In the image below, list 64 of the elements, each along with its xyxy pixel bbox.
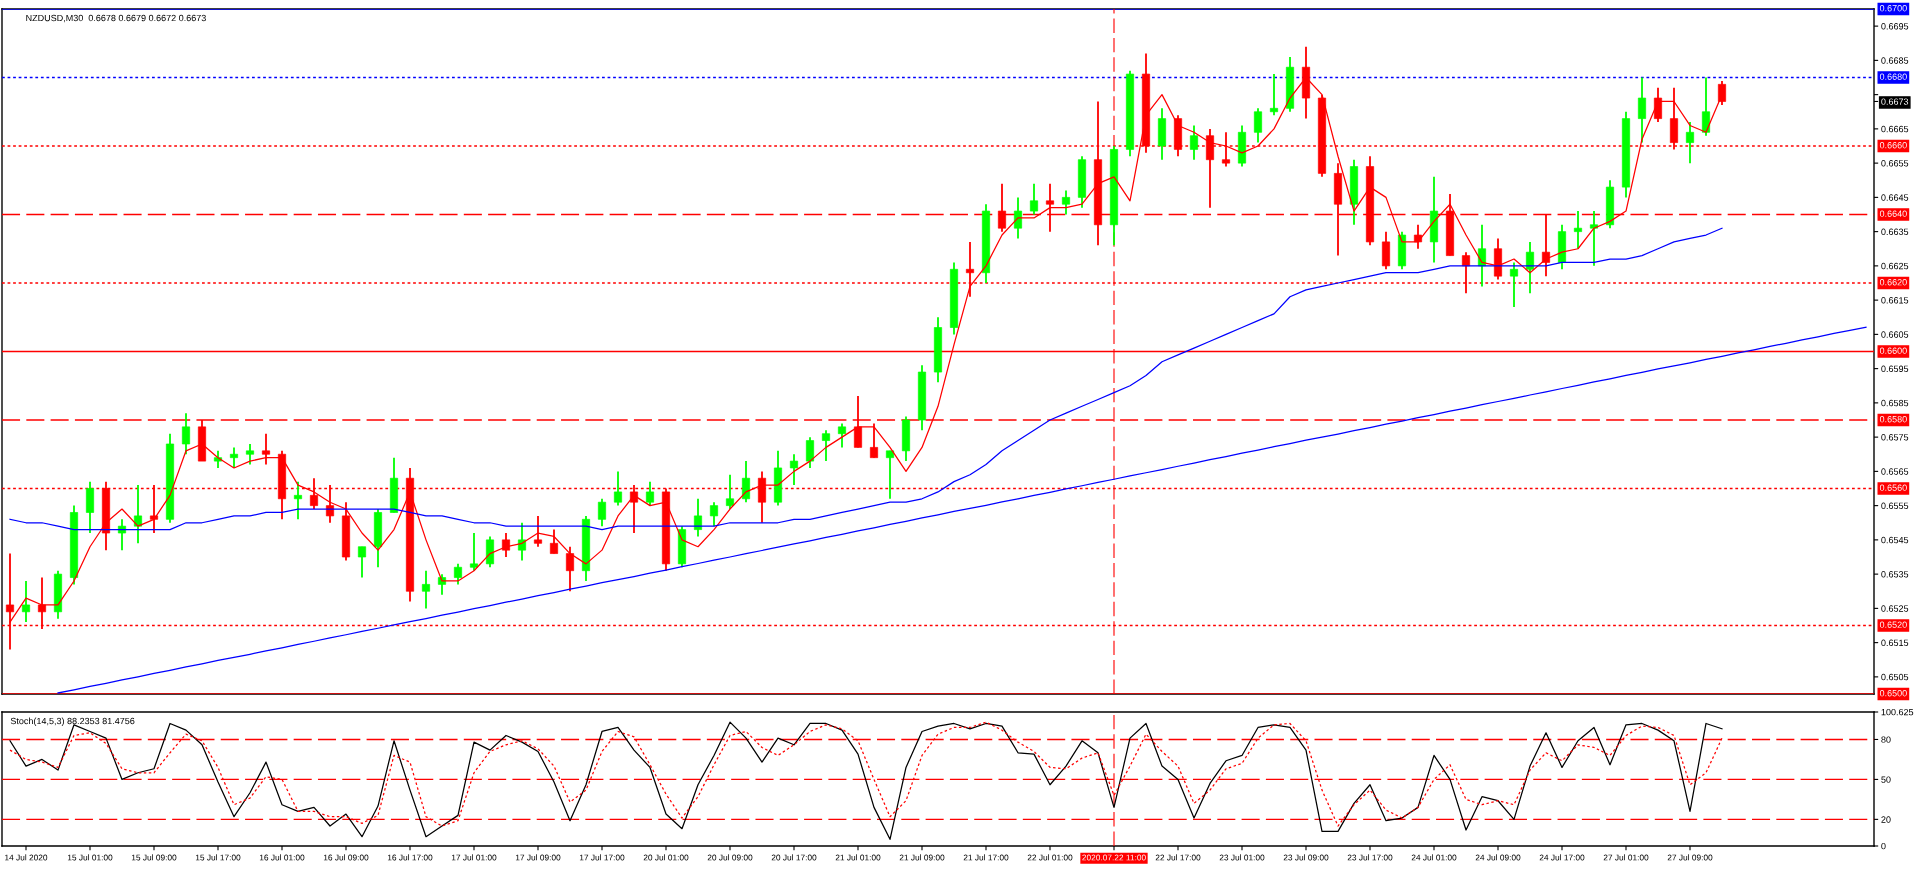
x-tick-label: 15 Jul 09:00 [131, 854, 177, 861]
y-tick-label: 0.6525 [1881, 605, 1909, 612]
ref-line-label: 0.6700 [1879, 5, 1907, 12]
x-tick-label: 27 Jul 09:00 [1667, 854, 1713, 861]
y-tick-label: 0.6645 [1881, 194, 1909, 201]
y-tick-label: 0.6555 [1881, 502, 1909, 509]
y-tick-label: 100.625 [1881, 708, 1914, 716]
x-tick-label: 23 Jul 17:00 [1347, 854, 1393, 861]
y-tick-label: 0.6535 [1881, 571, 1909, 578]
x-tick-label: 20 Jul 01:00 [643, 854, 689, 861]
x-tick-label: 16 Jul 01:00 [259, 854, 305, 861]
x-tick-label: 22 Jul 01:00 [1027, 854, 1073, 861]
y-tick-label: 0.6655 [1881, 160, 1909, 167]
x-tick-label: 14 Jul 2020 [5, 854, 48, 861]
x-tick-label: 24 Jul 17:00 [1539, 854, 1585, 861]
x-tick-label: 21 Jul 09:00 [899, 854, 945, 861]
ref-line-label: 0.6580 [1879, 416, 1907, 423]
y-tick-label: 0 [1881, 842, 1886, 850]
x-tick-label: 2020.07.22 11:00 [1082, 854, 1146, 861]
y-tick-label: 0.6595 [1881, 365, 1909, 372]
y-tick-label: 0.6585 [1881, 399, 1909, 407]
y-tick-label: 20 [1881, 816, 1891, 823]
y-tick-label: 0.6515 [1881, 639, 1909, 646]
x-tick-label: 20 Jul 17:00 [771, 854, 817, 861]
ref-line-label: 0.6500 [1879, 690, 1907, 697]
y-tick-label: 0.6635 [1881, 228, 1909, 235]
y-tick-label: 0.6575 [1881, 434, 1909, 441]
x-tick-label: 17 Jul 01:00 [451, 854, 497, 861]
x-tick-label: 22 Jul 17:00 [1155, 854, 1201, 861]
y-tick-label: 0.6625 [1881, 262, 1909, 270]
x-tick-label: 27 Jul 01:00 [1603, 854, 1649, 861]
ref-line-label: 0.6660 [1879, 142, 1907, 149]
y-tick-label: 0.6665 [1881, 125, 1909, 133]
x-tick-label: 17 Jul 09:00 [515, 854, 561, 861]
x-tick-label: 15 Jul 01:00 [67, 854, 113, 861]
y-tick-label: 0.6545 [1881, 536, 1909, 544]
ref-line-label: 0.6680 [1879, 73, 1907, 80]
ref-line-label: 0.6560 [1879, 484, 1907, 491]
x-tick-label: 24 Jul 01:00 [1411, 854, 1457, 861]
x-tick-label: 21 Jul 01:00 [835, 854, 881, 861]
x-tick-label: 23 Jul 01:00 [1219, 854, 1265, 861]
text: Stoch(14,5,3) 88.2353 81.4756 [10, 717, 135, 726]
y-tick-label: 0.6695 [1881, 23, 1909, 30]
text: NZDUSD,M30 0.6678 0.6679 0.6672 0.6673 [26, 14, 206, 23]
x-tick-label: 17 Jul 17:00 [579, 854, 625, 861]
x-tick-label: 16 Jul 09:00 [323, 854, 369, 861]
y-tick-label: 0.6605 [1881, 331, 1909, 338]
y-tick-label: 0.6685 [1881, 57, 1909, 64]
y-tick-label: 50 [1881, 776, 1891, 783]
x-tick-label: 24 Jul 09:00 [1475, 854, 1521, 861]
y-tick-label: 0.6505 [1881, 673, 1909, 681]
x-tick-label: 23 Jul 09:00 [1283, 854, 1329, 861]
x-tick-label: 21 Jul 17:00 [963, 854, 1009, 861]
y-tick-label: 0.6565 [1881, 468, 1909, 475]
ref-line-label: 0.6620 [1879, 279, 1907, 286]
ref-line-label: 0.6520 [1879, 621, 1907, 628]
y-tick-label: 0.6615 [1881, 297, 1909, 304]
ref-line-label: 0.6600 [1879, 347, 1907, 354]
y-tick-label: 80 [1881, 736, 1891, 743]
x-tick-label: 20 Jul 09:00 [707, 854, 753, 861]
y-tick-label: 0.6673 [1881, 98, 1909, 105]
x-tick-label: 15 Jul 17:00 [195, 854, 241, 861]
x-tick-label: 16 Jul 17:00 [387, 854, 433, 861]
ref-line-label: 0.6640 [1879, 210, 1907, 217]
